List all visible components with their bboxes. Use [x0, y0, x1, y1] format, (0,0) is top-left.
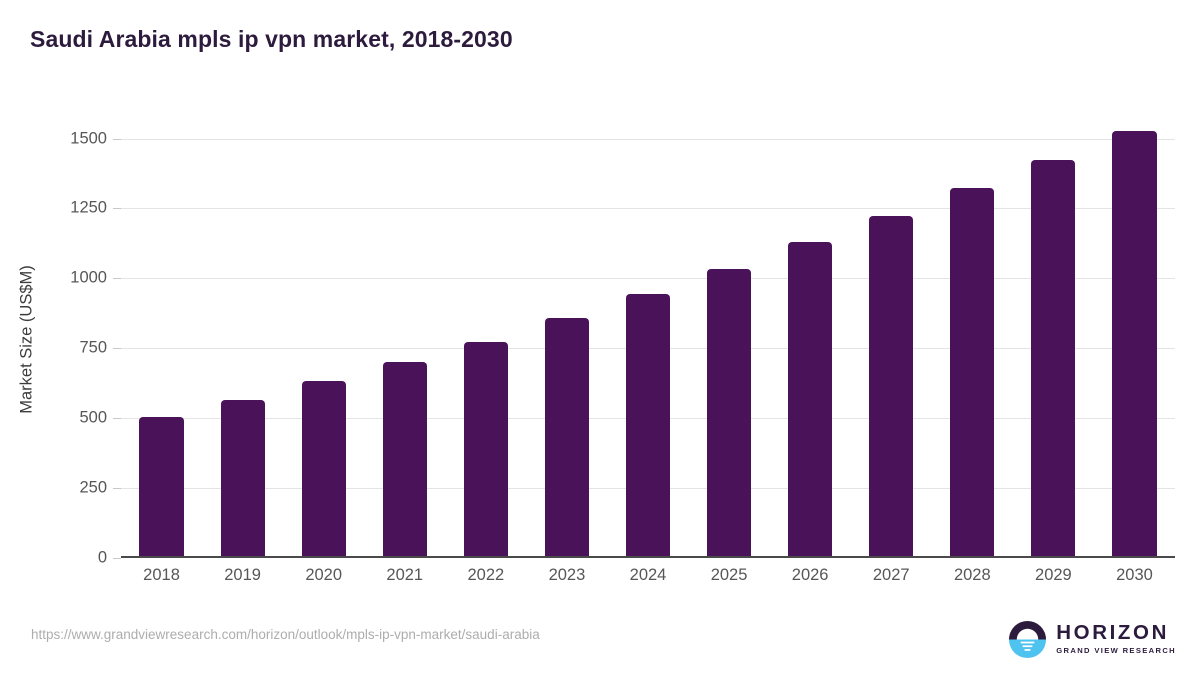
- source-url[interactable]: https://www.grandviewresearch.com/horizo…: [31, 627, 540, 642]
- y-axis-tick: [113, 418, 121, 420]
- gridline: [121, 208, 1175, 210]
- x-axis-tick-label: 2020: [305, 566, 343, 584]
- brand-logo: HORIZON GRAND VIEW RESEARCH: [1008, 618, 1176, 660]
- x-axis-tick-label: 2027: [872, 566, 910, 584]
- x-axis-tick-label: 2028: [953, 566, 991, 584]
- bar[interactable]: [139, 416, 184, 557]
- bar[interactable]: [544, 317, 589, 557]
- bar-series: [121, 119, 1175, 558]
- y-axis-title: Market Size (US$M): [17, 265, 36, 414]
- bar[interactable]: [869, 215, 914, 557]
- gridline: [121, 278, 1175, 280]
- y-axis-tick-label: 1250: [70, 198, 107, 217]
- x-axis-tick-label: 2030: [1116, 566, 1153, 584]
- y-axis-tick-label: 0: [97, 548, 107, 567]
- brand-name: HORIZON: [1056, 621, 1169, 645]
- x-axis-tick-label: 2024: [629, 566, 667, 584]
- bar[interactable]: [625, 294, 671, 557]
- x-axis-tick-label: 2025: [710, 566, 748, 584]
- x-axis-tick-label: 2023: [548, 566, 586, 584]
- x-axis-tick-label: 2026: [791, 566, 829, 584]
- brand-logo-text: HORIZON GRAND VIEW RESEARCH: [1056, 623, 1176, 654]
- horizon-sunrise-icon: [1008, 620, 1047, 659]
- bar[interactable]: [463, 342, 508, 557]
- plot-area: [113, 119, 1175, 559]
- bar[interactable]: [1112, 130, 1157, 557]
- x-axis-tick-label: 2021: [386, 566, 424, 584]
- brand-tagline: GRAND VIEW RESEARCH: [1056, 645, 1176, 655]
- bar[interactable]: [1031, 159, 1076, 557]
- y-axis-tick: [113, 348, 121, 350]
- bar[interactable]: [220, 399, 265, 557]
- bar[interactable]: [301, 380, 346, 557]
- x-axis-tick-label: 2022: [467, 566, 505, 584]
- y-axis-tick-label: 1000: [70, 268, 107, 287]
- y-axis-tick: [113, 488, 121, 490]
- gridline: [121, 138, 1175, 140]
- y-axis-tick: [113, 278, 121, 280]
- x-axis-tick-labels: 2018 2019 2020 2021 2022 2023 2024 2025 2026 2027…: [121, 566, 1175, 594]
- y-axis-tick: [113, 138, 121, 140]
- bar[interactable]: [950, 187, 995, 557]
- y-axis-tick-labels: 0 250 500 750 1000 1250 1500: [41, 119, 107, 566]
- x-axis-tick-label: 2018: [143, 566, 180, 584]
- bar[interactable]: [706, 269, 752, 557]
- x-axis-tick-label: 2019: [224, 566, 261, 584]
- x-axis-line: [121, 556, 1175, 558]
- y-axis-tick-label: 250: [79, 478, 107, 497]
- y-axis-tick-label: 1500: [70, 129, 107, 148]
- bar[interactable]: [788, 241, 833, 557]
- bar[interactable]: [382, 361, 427, 557]
- y-axis-tick-label: 750: [79, 338, 107, 357]
- y-axis-tick-label: 500: [79, 408, 107, 427]
- x-axis-tick-label: 2029: [1035, 566, 1072, 584]
- page-title: Saudi Arabia mpls ip vpn market, 2018-20…: [30, 26, 513, 52]
- y-axis-tick: [113, 208, 121, 210]
- y-axis-tick: [113, 558, 121, 559]
